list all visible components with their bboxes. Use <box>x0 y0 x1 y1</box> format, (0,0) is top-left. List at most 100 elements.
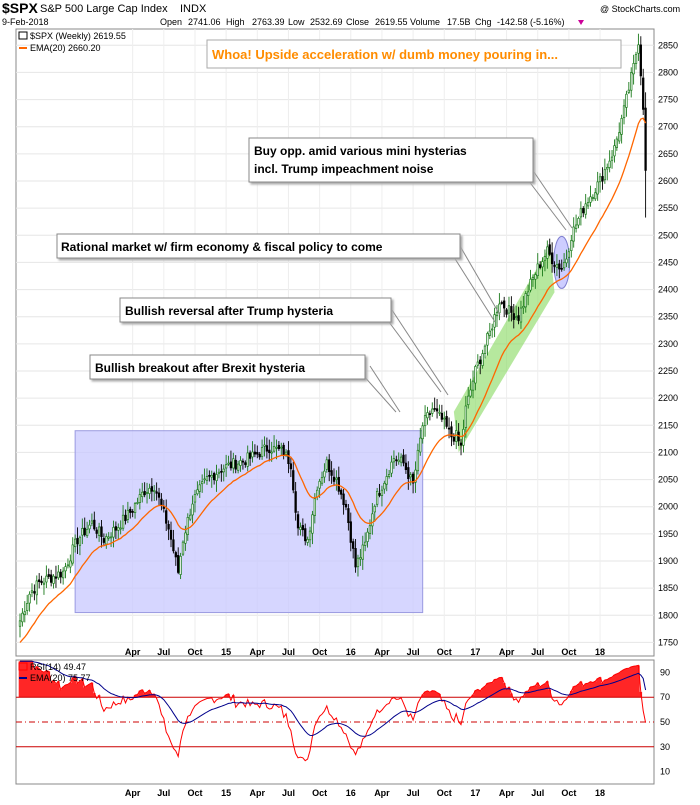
candle-body <box>153 490 156 492</box>
candle <box>625 90 628 117</box>
candle-body <box>452 436 455 442</box>
legend-rsi-ema: EMA(20) 75.77 <box>30 673 91 683</box>
candle-body <box>567 251 571 258</box>
rsi-overbought-fill <box>18 661 643 698</box>
candle <box>577 216 580 229</box>
price-x-tick: Jul <box>282 647 295 657</box>
candle-body <box>174 552 177 558</box>
candle <box>18 613 22 638</box>
candle-body <box>397 459 400 463</box>
candle <box>421 422 424 444</box>
candle-body <box>73 538 77 548</box>
candle-body <box>591 197 595 199</box>
candle-body <box>265 445 269 452</box>
candle <box>117 523 120 540</box>
candle-body <box>76 538 79 545</box>
candle <box>205 468 209 485</box>
candle <box>239 456 242 472</box>
candle-body <box>165 510 168 524</box>
candle-body <box>260 447 264 457</box>
candle <box>608 150 611 173</box>
candle-body <box>184 532 187 544</box>
candle <box>172 529 175 554</box>
candle-body <box>522 305 525 309</box>
candle <box>387 469 391 479</box>
candle-body <box>421 425 424 440</box>
candle-body <box>248 452 252 459</box>
candle-body <box>112 526 115 538</box>
candle <box>268 439 271 462</box>
candle <box>42 577 46 595</box>
candle-body <box>81 528 84 536</box>
annotation-text-4a: Buy opp. amid various mini hysterias <box>254 144 467 158</box>
candle <box>433 397 436 412</box>
candle <box>503 296 506 318</box>
down-triangle-icon <box>578 20 584 25</box>
candle <box>347 504 350 531</box>
candle-body <box>459 442 463 446</box>
candle <box>246 445 249 472</box>
candle <box>404 454 408 474</box>
candle <box>471 370 475 399</box>
rsi-x-tick: Jul <box>282 788 295 798</box>
candle <box>217 468 221 479</box>
candle-body <box>598 176 602 183</box>
candle <box>428 410 432 421</box>
price-y-tick: 2550 <box>658 203 678 213</box>
candle <box>97 522 101 542</box>
candle <box>289 456 293 478</box>
candle <box>368 519 372 540</box>
candle <box>579 201 583 226</box>
candle <box>64 562 67 579</box>
candle <box>258 451 261 460</box>
candle-body <box>589 196 592 203</box>
candle-body <box>373 505 376 513</box>
candle <box>584 193 587 219</box>
candle-body <box>550 252 554 265</box>
volume-label: Volume <box>410 17 440 27</box>
price-y-tick: 2850 <box>658 40 678 50</box>
candle-body <box>28 593 31 604</box>
candle <box>435 398 439 419</box>
candle <box>304 523 307 546</box>
candle <box>548 238 551 257</box>
candle-body <box>512 313 515 320</box>
candle <box>174 550 177 566</box>
exchange: INDX <box>180 3 207 15</box>
candle <box>208 470 211 482</box>
candle <box>66 558 70 569</box>
annotation-box-1 <box>89 354 366 380</box>
candle <box>59 568 62 584</box>
price-y-tick: 2000 <box>658 502 678 512</box>
price-x-axis: Apr Jul Oct 15 Apr Jul Oct 16 Apr Jul Oct 17 Apr Jul O… <box>125 647 605 657</box>
candle <box>193 489 197 513</box>
candle-body <box>308 530 312 541</box>
candle-body <box>244 462 247 465</box>
candle-body <box>428 413 432 415</box>
price-y-tick: 2500 <box>658 230 678 240</box>
candle <box>495 305 499 327</box>
candle <box>565 249 568 268</box>
candle-body <box>594 192 597 200</box>
candle <box>335 470 338 491</box>
annotation-pointer-3 <box>451 253 496 323</box>
candle <box>95 527 98 539</box>
candle <box>227 455 230 466</box>
candle-body <box>438 411 441 414</box>
price-y-tick: 2250 <box>658 366 678 376</box>
candle <box>366 528 369 548</box>
candle-body <box>515 316 518 319</box>
candle-body <box>213 472 216 481</box>
price-x-tick: Apr <box>250 647 266 657</box>
candle-body <box>510 306 513 313</box>
candle-body <box>469 389 472 397</box>
candle-body <box>352 541 355 549</box>
candle-body <box>332 476 336 482</box>
price-y-tick: 2300 <box>658 339 678 349</box>
candle <box>510 296 513 322</box>
price-y-tick: 2400 <box>658 285 678 295</box>
ema-line <box>19 117 647 643</box>
annotation-pointer-1 <box>361 373 397 413</box>
candle <box>73 534 77 553</box>
candle <box>375 487 379 508</box>
